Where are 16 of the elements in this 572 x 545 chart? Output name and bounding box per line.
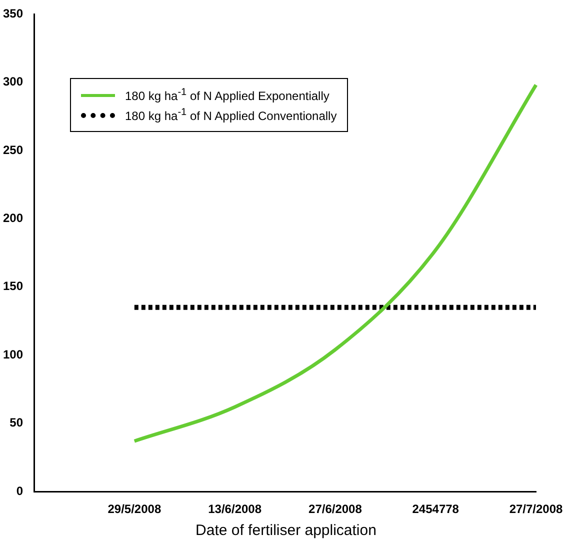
legend-label: 180 kg ha$^{-1}$ of N Applied Conventionally bbox=[125, 107, 337, 123]
y-tick-label: 150 bbox=[2, 279, 24, 294]
y-tick-label: 300 bbox=[2, 74, 24, 89]
y-tick-label: 0 bbox=[16, 484, 24, 498]
x-tick-label: 27/6/2008 bbox=[308, 502, 362, 516]
x-tick-label: 27/7/2008 bbox=[509, 502, 564, 516]
y-tick-label: 50 bbox=[10, 416, 24, 430]
x-tick-label: 2454778 bbox=[412, 502, 460, 516]
legend-label: 180 kg ha$^{-1}$ of N Applied Exponentially bbox=[125, 87, 330, 103]
y-tick-label: 200 bbox=[2, 211, 24, 225]
x-tick-label: 29/5/2008 bbox=[108, 502, 162, 516]
x-axis-title: Date of fertiliser application bbox=[194, 522, 378, 539]
y-tick-label: 100 bbox=[2, 347, 24, 362]
x-tick-label: 13/6/2008 bbox=[208, 502, 262, 516]
y-tick-label: 250 bbox=[2, 142, 24, 157]
y-tick-label: 350 bbox=[2, 6, 24, 20]
